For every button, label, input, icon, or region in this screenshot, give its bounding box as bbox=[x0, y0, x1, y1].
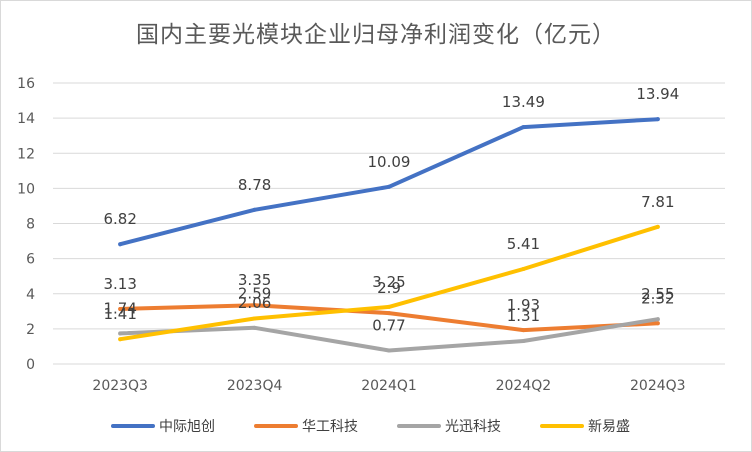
x-tick-label: 2023Q3 bbox=[92, 378, 148, 394]
data-label: 8.78 bbox=[238, 176, 271, 194]
data-label: 3.13 bbox=[103, 275, 136, 293]
data-label: 10.09 bbox=[368, 153, 411, 171]
x-tick-label: 2024Q3 bbox=[630, 378, 686, 394]
y-axis: 0 2 4 6 8 10 12 14 16 bbox=[17, 76, 35, 373]
data-point bbox=[252, 316, 257, 321]
data-label: 2.9 bbox=[377, 279, 401, 297]
series-line bbox=[118, 117, 660, 247]
data-point bbox=[521, 328, 526, 333]
data-labels: 6.82 8.78 10.09 13.49 13.94 3.13 3.35 2.9 1.93 2.… bbox=[103, 85, 679, 334]
data-point bbox=[521, 266, 526, 271]
data-point bbox=[387, 184, 391, 189]
x-axis: 2023Q3 2023Q4 2024Q1 2024Q2 2024Q3 bbox=[92, 378, 685, 394]
y-tick-label: 8 bbox=[26, 217, 35, 233]
data-label: 1.41 bbox=[103, 305, 136, 323]
data-point bbox=[655, 317, 660, 322]
data-point bbox=[252, 207, 257, 212]
data-point bbox=[655, 321, 660, 326]
data-point bbox=[655, 117, 660, 122]
x-tick-label: 2023Q4 bbox=[227, 378, 283, 394]
legend-label: 中际旭创 bbox=[159, 419, 215, 435]
legend: 中际旭创 华工科技 光迅科技 新易盛 bbox=[111, 419, 630, 435]
data-label: 7.81 bbox=[641, 193, 674, 211]
data-label: 1.74 bbox=[103, 299, 136, 317]
y-tick-label: 2 bbox=[26, 322, 35, 338]
data-point bbox=[252, 325, 257, 330]
data-label: 2.06 bbox=[238, 294, 271, 312]
data-label: 6.82 bbox=[103, 210, 136, 228]
data-point bbox=[387, 304, 391, 309]
data-label: 5.41 bbox=[507, 235, 540, 253]
y-tick-label: 12 bbox=[17, 146, 35, 162]
data-label: 1.31 bbox=[507, 307, 540, 325]
data-point bbox=[387, 348, 391, 353]
data-label: 3.25 bbox=[372, 273, 405, 291]
data-point bbox=[521, 125, 526, 130]
y-tick-label: 4 bbox=[26, 287, 35, 303]
data-label: 2.32 bbox=[641, 289, 674, 307]
data-point bbox=[118, 337, 123, 342]
data-label: 0.77 bbox=[372, 316, 405, 334]
data-label: 1.93 bbox=[507, 296, 540, 314]
data-point bbox=[252, 303, 257, 308]
data-label: 2.55 bbox=[641, 285, 674, 303]
data-point bbox=[521, 338, 526, 343]
x-tick-label: 2024Q2 bbox=[496, 378, 552, 394]
data-point bbox=[118, 331, 123, 336]
y-tick-label: 6 bbox=[26, 252, 35, 268]
data-point bbox=[118, 242, 123, 247]
data-point bbox=[118, 307, 123, 312]
legend-label: 新易盛 bbox=[588, 419, 630, 435]
data-point bbox=[387, 311, 391, 316]
data-point bbox=[655, 224, 660, 229]
legend-label: 光迅科技 bbox=[445, 419, 501, 435]
y-tick-label: 10 bbox=[17, 181, 35, 197]
y-tick-label: 16 bbox=[17, 76, 35, 92]
series-lines bbox=[118, 117, 660, 353]
data-label: 13.94 bbox=[636, 85, 679, 103]
legend-label: 华工科技 bbox=[302, 419, 358, 435]
chart-title: 国内主要光模块企业归母净利润变化（亿元） bbox=[136, 22, 616, 48]
y-tick-label: 0 bbox=[26, 357, 35, 373]
data-label: 2.59 bbox=[238, 285, 271, 303]
y-tick-label: 14 bbox=[17, 111, 35, 127]
data-label: 3.35 bbox=[238, 271, 271, 289]
data-label: 13.49 bbox=[502, 93, 545, 111]
x-tick-label: 2024Q1 bbox=[361, 378, 417, 394]
